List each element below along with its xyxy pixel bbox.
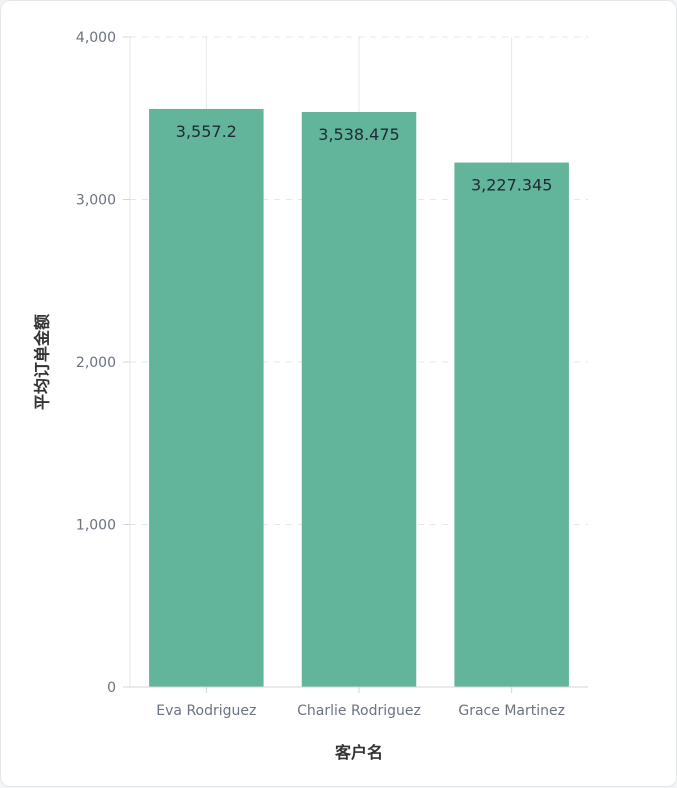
y-axis-ticks: 0 1,000 2,000 3,000 4,000 — [76, 30, 130, 696]
y-tick-label: 2,000 — [76, 355, 116, 371]
x-axis-title: 客户名 — [335, 743, 383, 762]
bars — [149, 108, 569, 688]
x-tick-label: Grace Martinez — [458, 703, 565, 719]
y-axis-title: 平均订单金额 — [33, 314, 52, 410]
y-tick-label: 0 — [107, 680, 116, 696]
bar-value-label: 3,227.345 — [471, 176, 552, 195]
y-tick-label: 4,000 — [76, 30, 116, 46]
bar-value-label: 3,538.475 — [318, 125, 399, 144]
bar[interactable] — [454, 162, 569, 687]
bar[interactable] — [301, 111, 417, 688]
x-tick-label: Charlie Rodriguez — [297, 703, 421, 719]
bar[interactable] — [149, 108, 264, 687]
x-axis-ticks: Eva Rodriguez Charlie Rodriguez Grace Mart… — [156, 687, 565, 719]
x-tick-label: Eva Rodriguez — [156, 703, 256, 719]
y-tick-label: 1,000 — [76, 518, 116, 534]
bar-value-label: 3,557.2 — [176, 122, 237, 141]
y-tick-label: 3,000 — [76, 193, 116, 209]
data-labels: 3,557.2 3,538.475 3,227.345 — [176, 122, 553, 195]
